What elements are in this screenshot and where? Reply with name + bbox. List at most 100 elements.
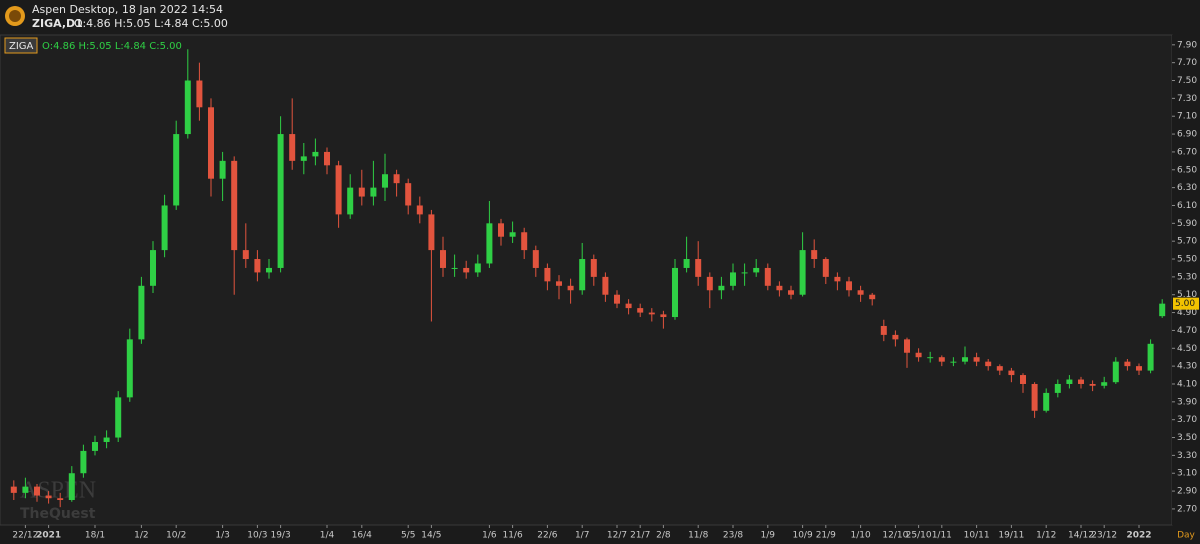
candle-body (799, 250, 806, 295)
x-tick-label: 23/8 (723, 531, 743, 541)
x-tick-label: 2022 (1126, 531, 1151, 541)
candle-body (567, 285, 574, 291)
x-tick-label: 23/12 (1091, 531, 1117, 541)
candle-body (184, 80, 191, 135)
candle-body (57, 498, 64, 501)
x-tick-label: 19/11 (998, 531, 1024, 541)
candle-body (1147, 343, 1154, 371)
y-tick-label: 3.30 (1177, 451, 1197, 461)
candle-body (904, 339, 910, 353)
candle-body (277, 134, 284, 268)
y-tick-label: 7.10 (1177, 112, 1197, 122)
x-tick-label: 1/12 (1036, 531, 1056, 541)
candle-body (451, 267, 458, 269)
candle-body (532, 250, 539, 268)
candle-body (1008, 370, 1015, 376)
y-tick-label: 5.30 (1177, 272, 1197, 282)
candle-body (706, 276, 713, 291)
candle-body (150, 250, 156, 286)
candle-body (335, 165, 342, 215)
symbol-badge-text: ZIGA (9, 41, 34, 52)
candle-body (34, 486, 40, 496)
y-tick-label: 6.10 (1177, 201, 1197, 211)
candle-body (1101, 382, 1108, 386)
candle-body (973, 357, 980, 362)
candle-body (45, 495, 52, 499)
candle-body (672, 267, 678, 318)
x-tick-label: 14/12 (1068, 531, 1094, 541)
candle-body (440, 250, 446, 268)
candle-body (498, 223, 504, 237)
candle-body (846, 281, 852, 291)
candle-body (822, 259, 829, 277)
timeframe-label: Day (1177, 531, 1195, 541)
watermark-tagline: TheQuest (20, 506, 96, 522)
y-tick-label: 4.50 (1177, 344, 1197, 354)
candle-body (266, 267, 272, 273)
candle-body (834, 276, 841, 282)
candle-body (428, 214, 435, 251)
candle-body (880, 325, 887, 335)
x-tick-label: 1/9 (761, 531, 776, 541)
x-tick-label: 1/10 (850, 531, 870, 541)
x-tick-label: 1/6 (482, 531, 497, 541)
candle-body (10, 486, 17, 493)
x-tick-label: 12/7 (607, 531, 627, 541)
candle-body (231, 160, 238, 251)
candle-body (544, 267, 551, 282)
x-tick-label: 1/2 (134, 531, 148, 541)
candle-body (590, 259, 597, 277)
candle-body (358, 187, 365, 197)
y-tick-label: 6.30 (1177, 183, 1197, 193)
candle-body (637, 308, 644, 313)
candle-body (509, 232, 516, 237)
candle-body (161, 205, 168, 251)
x-tick-label: 12/10 (882, 531, 908, 541)
candle-body (811, 250, 818, 260)
header-bar (0, 0, 1200, 33)
candle-body (521, 232, 528, 251)
candle-body (393, 174, 400, 184)
candle-body (962, 357, 968, 362)
y-tick-label: 7.30 (1177, 94, 1197, 104)
candle-body (753, 267, 760, 273)
candle-body (1043, 392, 1050, 411)
candle-body (996, 366, 1003, 371)
plot-area (0, 34, 1173, 526)
y-tick-label: 4.30 (1177, 362, 1197, 372)
candle-body (1020, 375, 1026, 384)
x-tick-label: 10/2 (166, 531, 186, 541)
candle-body (579, 259, 586, 291)
x-tick-label: 10/11 (964, 531, 990, 541)
app-logo-inner (9, 10, 21, 22)
candle-body (486, 223, 493, 264)
candle-body (173, 134, 180, 206)
candle-body (115, 397, 122, 438)
candle-body (1078, 379, 1084, 384)
x-tick-label: 22/6 (537, 531, 557, 541)
x-tick-label: 22/12 (12, 531, 38, 541)
y-tick-label: 5.10 (1177, 290, 1197, 300)
candle-body (1124, 361, 1131, 367)
candle-body (80, 450, 87, 474)
candle-body (138, 285, 145, 340)
candle-body (602, 276, 609, 295)
candle-body (463, 267, 470, 273)
candle-body (788, 290, 794, 295)
candle-body (950, 361, 957, 363)
x-tick-label: 1/11 (932, 531, 952, 541)
candle-body (68, 473, 75, 501)
y-tick-label: 6.70 (1177, 147, 1197, 157)
x-tick-label: 18/1 (85, 531, 105, 541)
candle-body (1112, 361, 1119, 383)
candle-body (1089, 383, 1096, 386)
x-tick-label: 1/4 (320, 531, 335, 541)
y-tick-label: 2.90 (1177, 487, 1197, 497)
candle-body (22, 486, 29, 493)
candle-body (892, 334, 899, 340)
x-tick-label: 19/3 (270, 531, 290, 541)
y-tick-label: 3.90 (1177, 397, 1197, 407)
candle-body (1031, 383, 1038, 411)
candle-body (915, 352, 922, 358)
